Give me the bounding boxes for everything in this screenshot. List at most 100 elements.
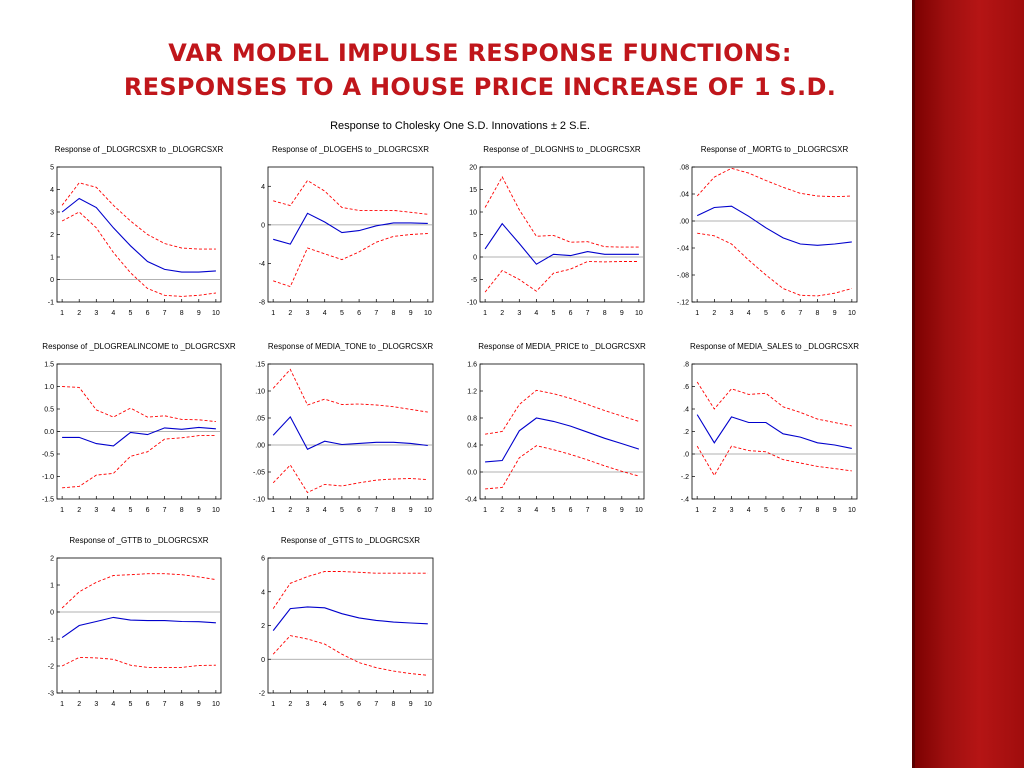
x-tick-label: 7 (374, 701, 378, 708)
x-tick-label: 5 (552, 310, 556, 317)
x-tick-label: 10 (212, 701, 220, 708)
x-tick-label: 3 (306, 507, 310, 514)
x-tick-label: 4 (747, 310, 751, 317)
x-tick-label: 6 (146, 701, 150, 708)
y-tick-label: -0.5 (42, 452, 54, 459)
x-tick-label: 1 (483, 507, 487, 514)
plot-frame (479, 166, 645, 303)
y-tick-label: 0.5 (44, 407, 54, 414)
x-tick-label: 3 (94, 310, 98, 317)
x-tick-label: 6 (781, 310, 785, 317)
x-tick-label: 7 (586, 507, 590, 514)
irf-panel-7: Response of MEDIA_PRICE to _DLOGRCSXR 1.6… (465, 342, 646, 514)
x-tick-label: 9 (197, 507, 201, 514)
plot-frame (267, 166, 434, 303)
confidence-band-upper (485, 389, 640, 435)
y-tick-label: 0 (50, 610, 54, 617)
y-tick-label: 1.6 (467, 362, 477, 369)
x-tick-label: 6 (357, 507, 361, 514)
plot-frame (56, 557, 222, 694)
confidence-band-upper (61, 182, 216, 250)
y-tick-label: 2 (50, 232, 54, 239)
y-tick-label: -1 (48, 637, 54, 644)
confidence-band-upper (272, 571, 428, 609)
response-line (484, 222, 639, 265)
irf-panel-8: Response of MEDIA_SALES to _DLOGRCSXR .8.… (681, 342, 859, 514)
y-tick-label: 5 (473, 232, 477, 239)
y-tick-label: 4 (50, 187, 54, 194)
panel-title: Response of MEDIA_TONE to _DLOGRCSXR (268, 342, 433, 351)
y-tick-label: .08 (679, 165, 689, 172)
sidebar-edge (912, 0, 915, 768)
x-tick-label: 4 (111, 701, 115, 708)
panel-title: Response of _GTTB to _DLOGRCSXR (69, 536, 208, 545)
x-tick-label: 9 (197, 701, 201, 708)
y-tick-label: 0.0 (467, 470, 477, 477)
x-tick-label: 6 (569, 507, 573, 514)
confidence-band-upper (62, 386, 216, 423)
x-tick-label: 2 (712, 507, 716, 514)
panel-title: Response of _GTTS to _DLOGRCSXR (281, 536, 420, 545)
confidence-band-lower (61, 656, 216, 668)
x-tick-label: 8 (816, 507, 820, 514)
x-tick-label: 7 (163, 701, 167, 708)
plot-frame (691, 363, 858, 500)
panel-title: Response of _DLOGREALINCOME to _DLOGRCSX… (42, 342, 236, 351)
x-tick-label: 2 (500, 507, 504, 514)
x-tick-label: 8 (180, 701, 184, 708)
x-tick-label: 7 (163, 507, 167, 514)
y-tick-label: 4 (261, 589, 265, 596)
x-tick-label: 6 (569, 310, 573, 317)
plot-frame (691, 166, 858, 303)
response-line (272, 606, 428, 631)
panel-title: Response of _DLOGEHS to _DLOGRCSXR (272, 145, 429, 154)
y-tick-label: 0.8 (467, 416, 477, 423)
irf-panel-1: Response of _DLOGRCSXR to _DLOGRCSXR -1 0 1… (48, 145, 224, 317)
panel-title: Response of MEDIA_PRICE to _DLOGRCSXR (478, 342, 646, 351)
y-tick-label: 0.4 (467, 443, 477, 450)
x-tick-label: 6 (357, 310, 361, 317)
x-tick-label: 9 (409, 701, 413, 708)
x-tick-label: 3 (94, 507, 98, 514)
x-tick-label: 9 (833, 310, 837, 317)
x-tick-label: 7 (163, 310, 167, 317)
y-tick-label: .05 (255, 416, 265, 423)
confidence-band-upper (696, 167, 852, 198)
x-tick-label: 7 (586, 310, 590, 317)
y-tick-label: 1.2 (467, 389, 477, 396)
confidence-band-upper (484, 175, 639, 248)
x-tick-label: 7 (798, 310, 802, 317)
y-tick-label: 0 (50, 277, 54, 284)
response-line (696, 414, 852, 449)
x-tick-label: 5 (764, 507, 768, 514)
x-tick-label: 4 (323, 310, 327, 317)
x-tick-label: 4 (323, 507, 327, 514)
confidence-band-lower (272, 464, 428, 494)
confidence-band-upper (61, 573, 216, 609)
x-tick-label: 1 (60, 310, 64, 317)
x-tick-label: 10 (424, 701, 432, 708)
x-tick-label: 8 (603, 310, 607, 317)
x-tick-label: 10 (635, 310, 643, 317)
x-tick-label: 7 (798, 507, 802, 514)
plot-frame (267, 363, 434, 500)
x-tick-label: 2 (288, 507, 292, 514)
y-tick-label: 1 (50, 583, 54, 590)
chart-subtitle: Response to Cholesky One S.D. Innovation… (330, 120, 590, 132)
x-tick-label: 9 (620, 507, 624, 514)
x-tick-label: 4 (534, 310, 538, 317)
response-line (272, 415, 428, 451)
confidence-band-upper (272, 368, 428, 413)
y-tick-label: 20 (469, 165, 477, 172)
y-tick-label: 2 (261, 623, 265, 630)
y-tick-label: -.04 (677, 246, 689, 253)
x-tick-label: 1 (271, 701, 275, 708)
y-tick-label: -3 (48, 691, 54, 698)
irf-panel-5: Response of _DLOGREALINCOME to _DLOGRCSX… (42, 342, 236, 514)
y-tick-label: -0.4 (465, 497, 477, 504)
plot-frame (56, 166, 222, 303)
irf-panel-6: Response of MEDIA_TONE to _DLOGRCSXR .15.… (253, 342, 434, 514)
x-tick-label: 2 (77, 507, 81, 514)
x-tick-label: 9 (833, 507, 837, 514)
x-tick-label: 9 (620, 310, 624, 317)
